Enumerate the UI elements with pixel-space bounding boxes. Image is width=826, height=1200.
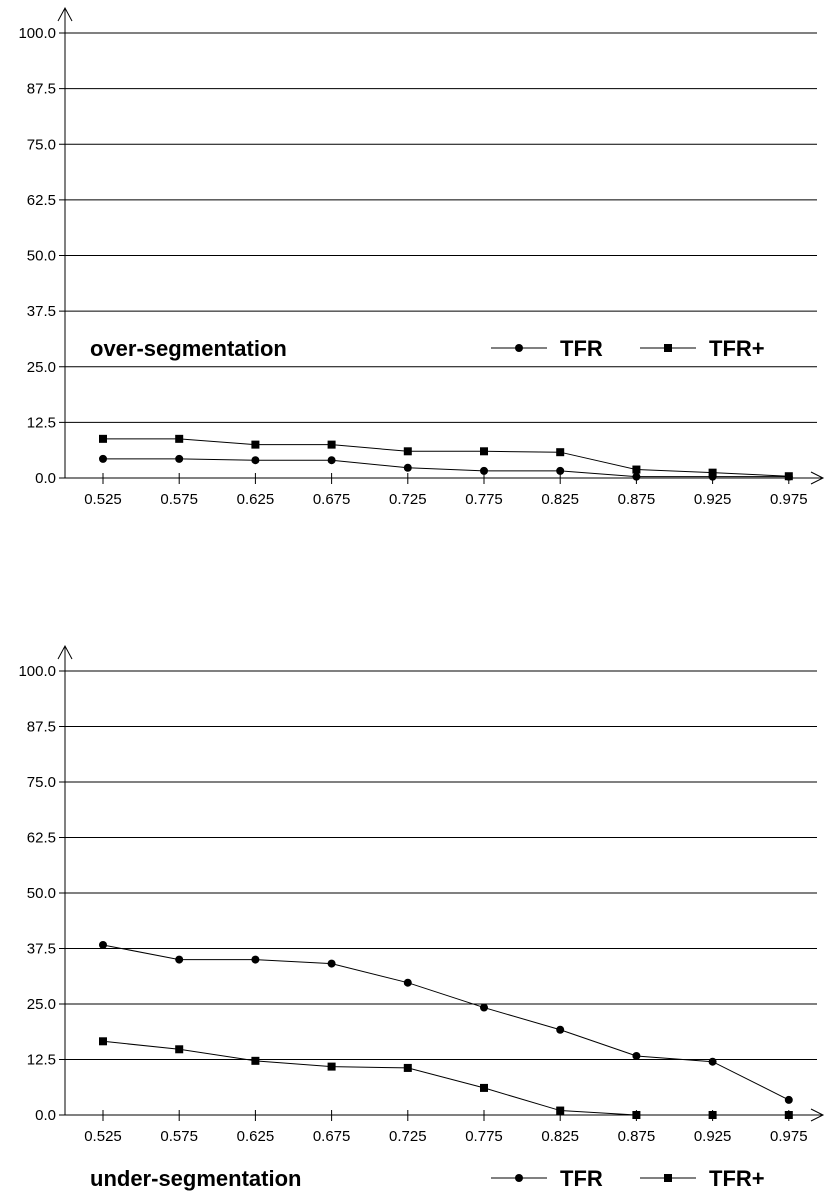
data-point-square bbox=[99, 1037, 107, 1046]
x-tick-label: 0.775 bbox=[465, 491, 503, 508]
chart-over-segmentation: 0.0 12.5 25.0 37.5 50.0 62.5 75.0 87.5 100.0 0.52… bbox=[18, 6, 825, 508]
x-tick-label: 0.625 bbox=[237, 491, 275, 508]
x-tick-label: 0.975 bbox=[770, 1128, 808, 1145]
chart-caption: over-segmentation bbox=[90, 336, 287, 361]
x-tick-label: 0.975 bbox=[770, 491, 808, 508]
data-point-square bbox=[251, 440, 260, 449]
series-line-tfr-plus bbox=[102, 1040, 789, 1116]
chart-under-segmentation: 0.0 12.5 25.0 37.5 50.0 62.5 75.0 87.5 100.0 0.52… bbox=[18, 644, 825, 1191]
y-tick-label: 62.5 bbox=[27, 192, 56, 209]
data-point-circle bbox=[403, 978, 412, 987]
series-line-tfr-plus bbox=[103, 438, 789, 477]
data-point-circle bbox=[175, 454, 184, 463]
data-point-circle bbox=[327, 456, 336, 465]
series-line-tfr bbox=[102, 944, 790, 1101]
data-point-circle bbox=[251, 456, 260, 465]
data-point-circle bbox=[99, 940, 107, 949]
y-tick-label: 12.5 bbox=[27, 1052, 56, 1069]
data-point-circle bbox=[632, 472, 641, 481]
x-tick-label: 0.825 bbox=[541, 1128, 579, 1145]
data-point-circle bbox=[327, 959, 336, 968]
data-point-square bbox=[708, 468, 717, 477]
legend-marker-square bbox=[664, 1174, 672, 1182]
y-tick-label: 87.5 bbox=[27, 719, 56, 736]
data-point-square bbox=[556, 1106, 565, 1115]
data-point-square bbox=[403, 447, 412, 456]
x-tick-label: 0.725 bbox=[389, 491, 427, 508]
data-point-circle bbox=[556, 466, 565, 475]
y-tick-label: 25.0 bbox=[27, 359, 56, 376]
y-tick-label: 100.0 bbox=[18, 663, 56, 680]
data-point-circle bbox=[175, 955, 184, 964]
data-point-circle bbox=[99, 454, 107, 463]
x-tick-label: 0.675 bbox=[313, 1128, 351, 1145]
data-point-circle bbox=[556, 1025, 565, 1034]
data-point-square bbox=[175, 1045, 184, 1054]
legend-label: TFR bbox=[560, 1166, 603, 1191]
x-tick-label: 0.875 bbox=[618, 491, 656, 508]
y-tick-label: 62.5 bbox=[27, 830, 56, 847]
x-tick-label: 0.625 bbox=[237, 1128, 275, 1145]
data-point-circle bbox=[251, 955, 260, 964]
x-tick-label: 0.825 bbox=[541, 491, 579, 508]
legend-marker-circle bbox=[515, 344, 523, 352]
x-axis-arrow-icon bbox=[810, 1108, 825, 1122]
data-point-square bbox=[99, 434, 107, 443]
data-point-square bbox=[403, 1063, 412, 1072]
chart-caption: under-segmentation bbox=[90, 1166, 301, 1191]
legend-label: TFR bbox=[560, 336, 603, 361]
x-tick-label: 0.925 bbox=[694, 491, 732, 508]
x-tick-label: 0.675 bbox=[313, 491, 351, 508]
data-point-square bbox=[708, 1111, 717, 1119]
y-tick-label: 50.0 bbox=[27, 885, 56, 902]
data-point-square bbox=[632, 465, 641, 474]
y-tick-label: 75.0 bbox=[27, 774, 56, 791]
x-tick-label: 0.525 bbox=[84, 491, 122, 508]
y-tick-label: 75.0 bbox=[27, 136, 56, 153]
data-point-circle bbox=[480, 1003, 488, 1012]
y-axis-arrow-icon bbox=[57, 6, 73, 22]
data-point-square bbox=[556, 448, 565, 457]
x-tick-label: 0.575 bbox=[160, 1128, 198, 1145]
legend-marker-square bbox=[664, 344, 672, 352]
y-tick-label: 87.5 bbox=[27, 81, 56, 98]
y-tick-label: 25.0 bbox=[27, 996, 56, 1013]
x-tick-label: 0.525 bbox=[84, 1128, 122, 1145]
series-line-tfr bbox=[103, 458, 789, 478]
data-point-circle bbox=[784, 1095, 793, 1104]
data-point-circle bbox=[480, 466, 488, 475]
y-tick-label: 50.0 bbox=[27, 248, 56, 265]
y-axis-arrow-icon bbox=[57, 644, 73, 660]
legend-marker-circle bbox=[515, 1174, 523, 1182]
y-tick-label: 37.5 bbox=[27, 303, 56, 320]
data-point-square bbox=[175, 434, 184, 443]
data-point-square bbox=[632, 1111, 641, 1119]
data-point-square bbox=[480, 447, 488, 456]
y-tick-label: 12.5 bbox=[27, 414, 56, 431]
data-point-square bbox=[480, 1083, 488, 1092]
y-tick-label: 0.0 bbox=[35, 470, 56, 487]
x-tick-label: 0.575 bbox=[160, 491, 198, 508]
y-tick-label: 0.0 bbox=[35, 1107, 56, 1124]
data-point-square bbox=[784, 472, 793, 481]
data-point-circle bbox=[403, 463, 412, 472]
data-point-circle bbox=[708, 1057, 717, 1066]
data-point-circle bbox=[632, 1051, 641, 1060]
x-axis-arrow-icon bbox=[810, 471, 825, 485]
x-tick-label: 0.725 bbox=[389, 1128, 427, 1145]
data-point-square bbox=[327, 440, 336, 449]
data-point-square bbox=[251, 1056, 260, 1065]
x-tick-label: 0.925 bbox=[694, 1128, 732, 1145]
y-tick-label: 100.0 bbox=[18, 25, 56, 42]
data-point-square bbox=[784, 1111, 793, 1119]
x-tick-label: 0.775 bbox=[465, 1128, 503, 1145]
x-tick-label: 0.875 bbox=[618, 1128, 656, 1145]
data-point-square bbox=[327, 1062, 336, 1071]
legend-label: TFR+ bbox=[709, 1166, 765, 1191]
legend-label: TFR+ bbox=[709, 336, 765, 361]
y-tick-label: 37.5 bbox=[27, 941, 56, 958]
